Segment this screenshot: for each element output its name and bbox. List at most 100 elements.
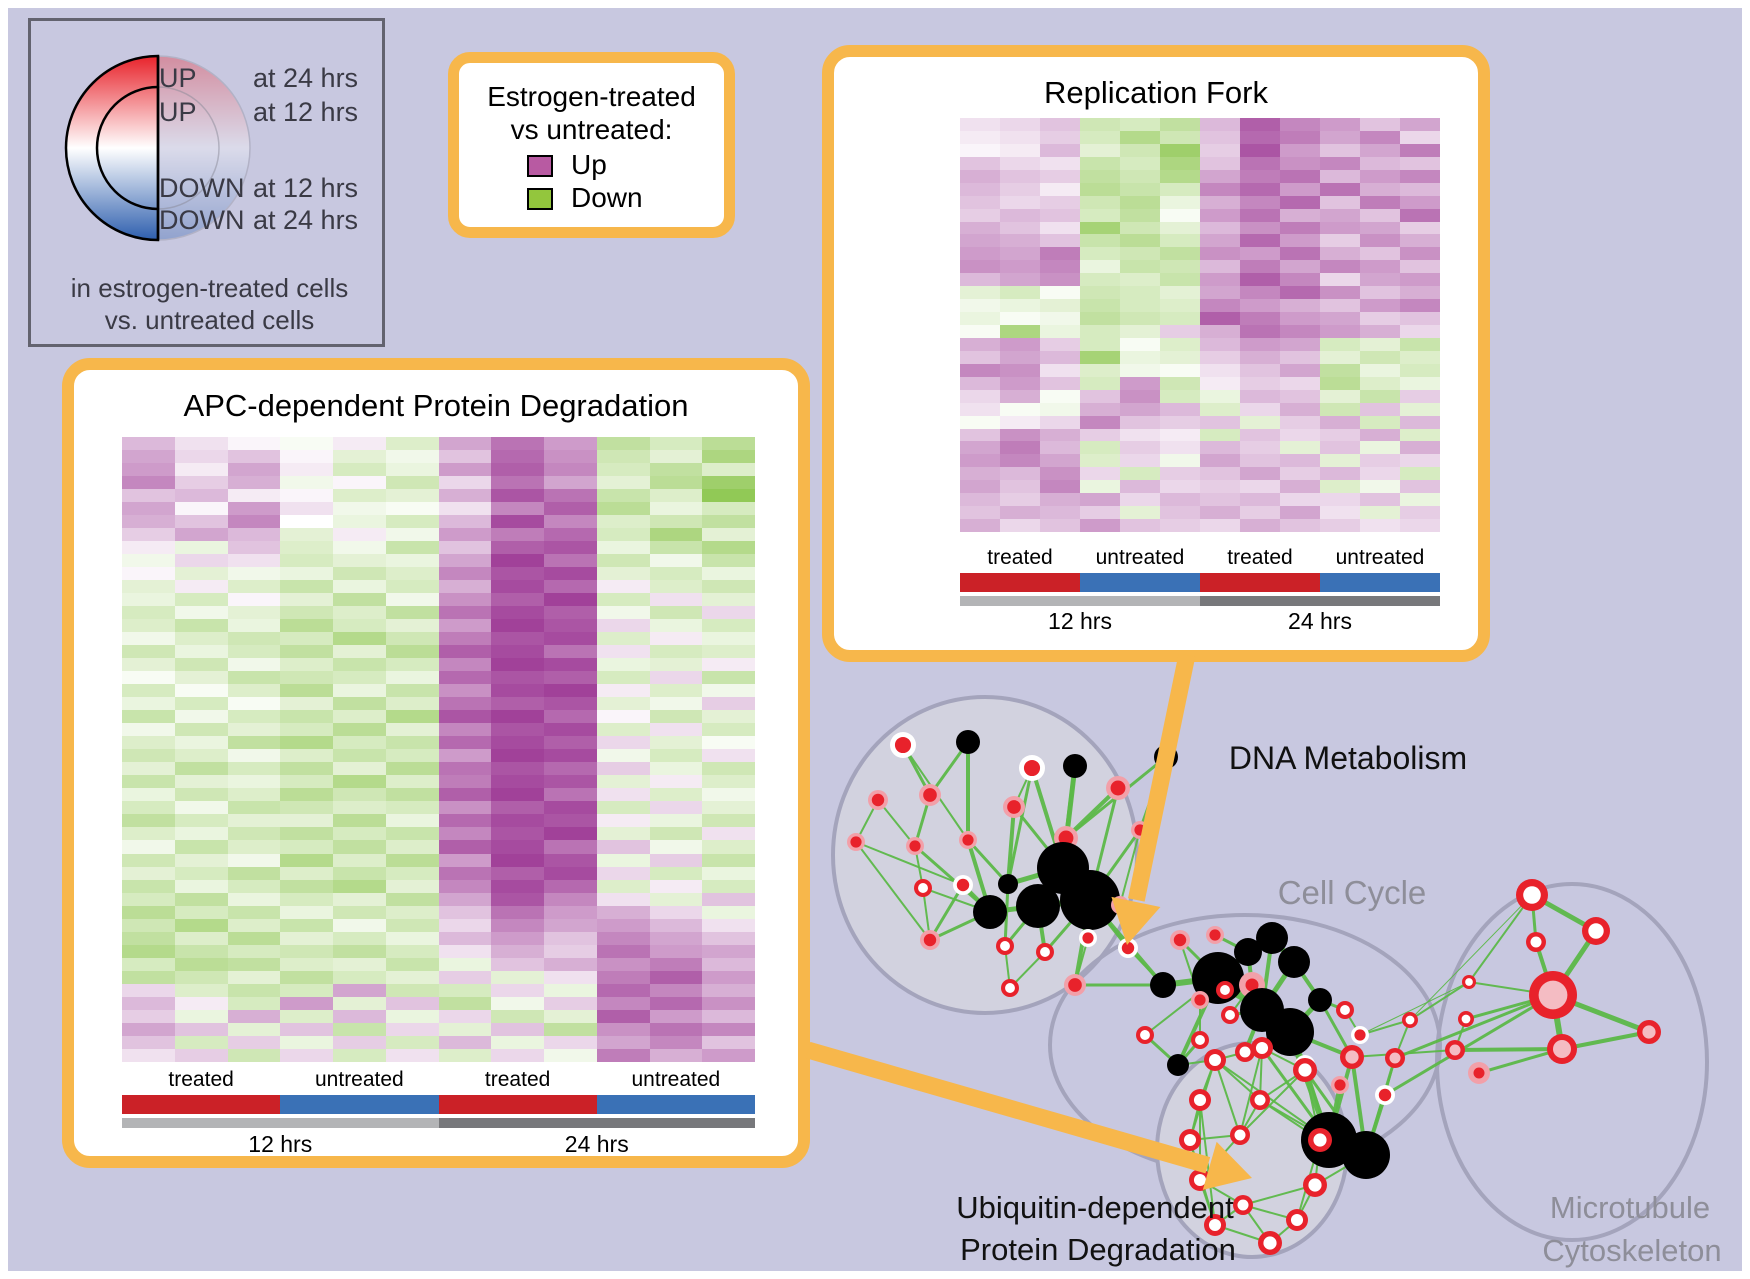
treated-bar	[122, 1095, 281, 1114]
heatmap-cell	[1240, 376, 1280, 390]
heatmap-cell	[596, 814, 650, 828]
heatmap-cell	[333, 788, 386, 802]
heatmap-cell	[1080, 493, 1120, 507]
heatmap-cell	[1040, 402, 1080, 416]
heatmap-cell	[385, 931, 439, 945]
heatmap-cell	[385, 619, 439, 633]
heatmap-cell	[333, 853, 386, 867]
heatmap-cell	[1360, 506, 1400, 520]
heatmap-cell	[1160, 415, 1200, 429]
heatmap-cell	[122, 970, 175, 984]
heatmap-cell	[649, 593, 703, 607]
heatmap-cell	[1080, 312, 1120, 325]
heatmap-cell	[385, 541, 439, 555]
heatmap-cell	[649, 801, 703, 815]
microtubule-label-line2: Cytoskeleton	[1542, 1233, 1722, 1268]
heatmap-cell	[491, 541, 544, 555]
heatmap-cell	[385, 437, 439, 451]
heatmap-cell	[333, 502, 386, 516]
up-label: Up	[571, 149, 607, 180]
heatmap-cell	[960, 130, 1000, 144]
heatmap-cell	[649, 996, 703, 1010]
heatmap-cell	[544, 606, 597, 620]
heatmap-cell	[333, 814, 386, 828]
heatmap-cell	[227, 671, 281, 685]
heatmap-cell	[1280, 363, 1320, 377]
heatmap-cell	[544, 710, 597, 724]
heatmap-cell	[1240, 337, 1280, 351]
heatmap-cell	[1000, 506, 1040, 520]
heatmap-row	[122, 801, 755, 815]
heatmap-cell	[227, 983, 281, 997]
heatmap-cell	[596, 684, 650, 698]
heatmap-cell	[1400, 441, 1440, 455]
heatmap-cell	[544, 541, 597, 555]
heatmap-cell	[960, 428, 1000, 442]
heatmap-cell	[438, 1022, 492, 1036]
untreated-bar	[1320, 573, 1440, 592]
heatmap-cell	[280, 840, 333, 854]
heatmap-cell	[1360, 454, 1400, 468]
heatmap-cell	[1000, 415, 1040, 429]
heatmap-cell	[1240, 480, 1280, 494]
heatmap-cell	[122, 450, 175, 464]
heatmap-cell	[544, 671, 597, 685]
heatmap-cell	[174, 931, 228, 945]
heatmap-cell	[227, 905, 281, 919]
heatmap-cell	[385, 710, 439, 724]
heatmap-cell	[333, 879, 386, 893]
heatmap-row	[960, 118, 1440, 131]
heatmap-cell	[491, 619, 544, 633]
heatmap-cell	[596, 788, 650, 802]
heatmap-cell	[174, 489, 228, 503]
heatmap-cell	[1080, 130, 1120, 144]
heatmap-cell	[280, 450, 333, 464]
heatmap-cell	[1320, 493, 1360, 507]
heatmap-cell	[491, 957, 544, 971]
heatmap-cell	[1240, 402, 1280, 416]
heatmap-cell	[1000, 402, 1040, 416]
apc-treatment-bars	[122, 1095, 755, 1114]
heatmap-row	[960, 208, 1440, 222]
heatmap-cell	[122, 541, 175, 555]
heatmap-cell	[1400, 467, 1440, 481]
heatmap-cell	[596, 515, 650, 529]
heatmap-cell	[1120, 273, 1160, 287]
heatmap-cell	[227, 944, 281, 958]
heatmap-cell	[1080, 182, 1120, 196]
heatmap-cell	[649, 957, 703, 971]
heatmap-cell	[438, 931, 492, 945]
heatmap-cell	[649, 567, 703, 581]
heatmap-cell	[1360, 467, 1400, 481]
heatmap-cell	[122, 515, 175, 529]
heatmap-cell	[702, 580, 755, 594]
heatmap-cell	[280, 515, 333, 529]
heatmap-cell	[702, 632, 755, 646]
heatmap-cell	[544, 996, 597, 1010]
heatmap-cell	[491, 970, 544, 984]
heatmap-cell	[438, 801, 492, 815]
heatmap-cell	[174, 541, 228, 555]
heatmap-cell	[280, 983, 333, 997]
heatmap-cell	[649, 619, 703, 633]
heatmap-cell	[174, 814, 228, 828]
heatmap-cell	[1400, 428, 1440, 442]
heatmap-cell	[649, 541, 703, 555]
heatmap-cell	[1320, 169, 1360, 183]
heatmap-cell	[649, 918, 703, 932]
heatmap-cell	[1040, 156, 1080, 170]
heatmap-row	[122, 944, 755, 958]
heatmap-cell	[960, 415, 1000, 429]
heatmap-cell	[1040, 428, 1080, 442]
heatmap-cell	[1280, 480, 1320, 494]
heatmap-cell	[122, 671, 175, 685]
heatmap-cell	[174, 528, 228, 542]
heatmap-cell	[544, 814, 597, 828]
heatmap-cell	[702, 437, 755, 451]
heatmap-cell	[491, 879, 544, 893]
heatmap-cell	[1320, 221, 1360, 235]
heatmap-cell	[1400, 363, 1440, 377]
updown-time-legend: UP at 24 hrs UP at 12 hrs DOWN at 12 hrs…	[28, 18, 385, 347]
heatmap-cell	[1040, 247, 1080, 261]
microtubule-label-line1: Microtubule	[1549, 1190, 1711, 1225]
